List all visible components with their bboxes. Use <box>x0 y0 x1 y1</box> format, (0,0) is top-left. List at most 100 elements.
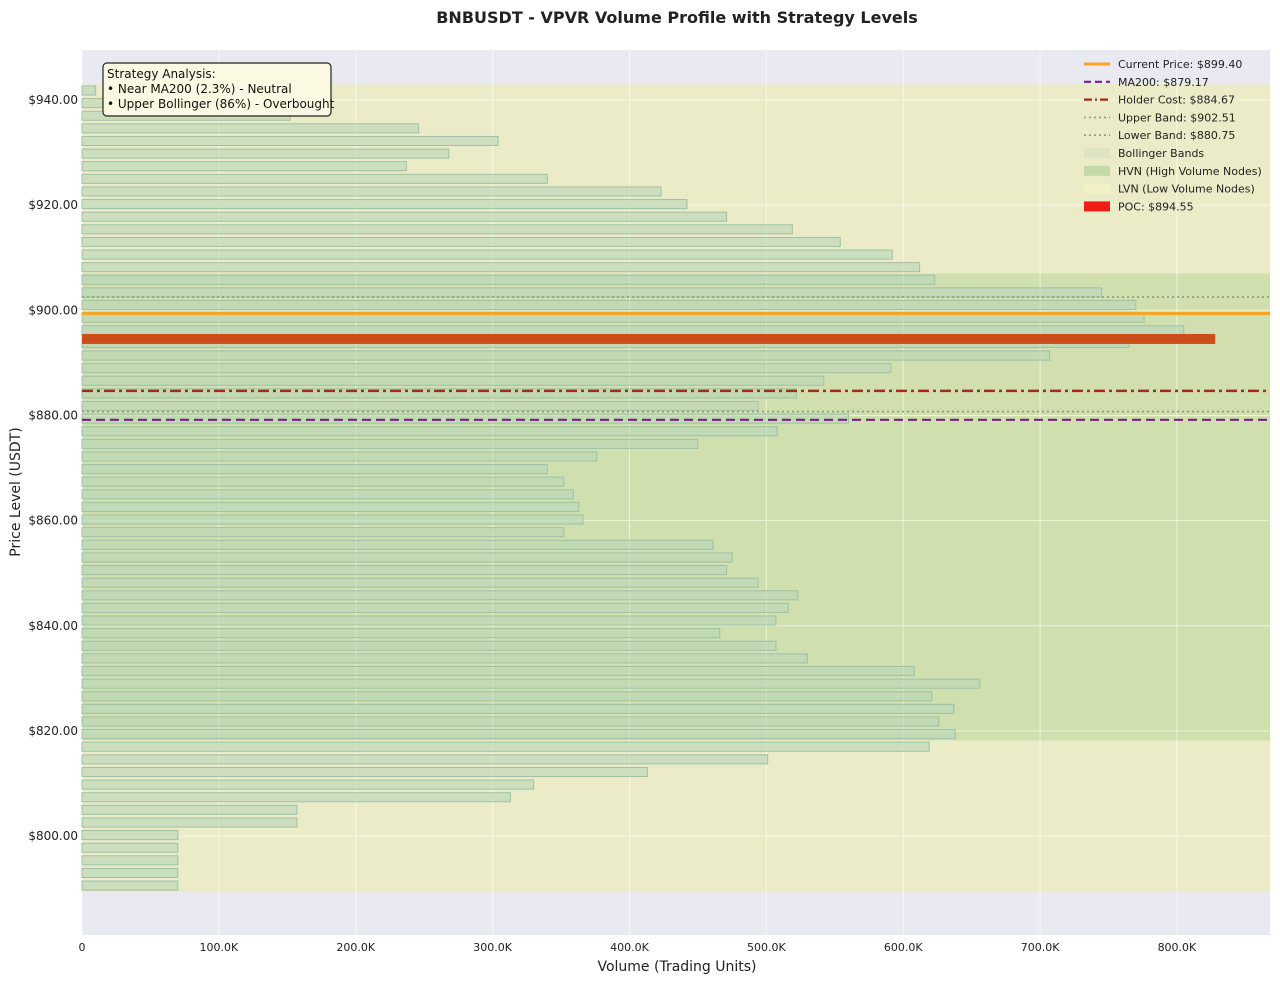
volume-bar <box>81 199 688 210</box>
x-tick-label: 0 <box>79 941 86 954</box>
volume-bar <box>81 792 511 803</box>
volume-bar <box>81 880 179 891</box>
volume-bar <box>81 426 778 437</box>
y-axis-ticks: $800.00 $820.00 $840.00 $860.00 $880.00 $900.… <box>28 93 78 843</box>
volume-bar <box>81 363 892 374</box>
volume-bar <box>81 173 548 184</box>
legend-label: Current Price: $899.40 <box>1118 58 1242 71</box>
volume-bar <box>81 299 1137 311</box>
y-tick-label: $920.00 <box>28 198 78 212</box>
y-tick-label: $800.00 <box>28 829 78 843</box>
volume-bar <box>81 741 930 752</box>
volume-bar <box>81 804 298 815</box>
annotation-line-3: • Upper Bollinger (86%) - Overbought <box>107 97 335 111</box>
volume-bar <box>81 489 574 500</box>
volume-bar <box>81 236 841 247</box>
volume-bar <box>81 665 915 677</box>
legend-label: MA200: $879.17 <box>1118 76 1209 89</box>
legend-label: Lower Band: $880.75 <box>1118 129 1235 142</box>
legend-swatch <box>1084 148 1110 158</box>
volume-bar <box>81 123 420 134</box>
x-axis-ticks: 0 100.0K 200.0K 300.0K 400.0K 500.0K 600.0K 700… <box>79 941 1198 954</box>
volume-bar <box>81 867 179 878</box>
volume-bar <box>81 830 179 841</box>
legend-swatch <box>1084 201 1110 212</box>
x-tick-label: 300.0K <box>473 941 512 954</box>
y-tick-label: $940.00 <box>28 93 78 107</box>
volume-bar <box>81 691 933 702</box>
x-tick-label: 500.0K <box>747 941 786 954</box>
chart-title: BNBUSDT - VPVR Volume Profile with Strat… <box>436 8 918 27</box>
legend-label: Upper Band: $902.51 <box>1118 111 1236 124</box>
volume-bar <box>81 85 97 96</box>
y-tick-label: $900.00 <box>28 303 78 317</box>
volume-bar <box>81 476 565 487</box>
volume-bar <box>81 501 580 513</box>
strategy-levels <box>82 296 1270 421</box>
legend-label: POC: $894.55 <box>1118 200 1194 213</box>
x-tick-label: 600.0K <box>884 941 923 954</box>
y-tick-label: $860.00 <box>28 514 78 528</box>
volume-bar <box>81 464 548 475</box>
y-tick-label: $840.00 <box>28 619 78 633</box>
poc-bar <box>82 333 1216 344</box>
volume-bar <box>81 161 407 172</box>
volume-bar <box>81 514 584 525</box>
volume-bar <box>81 451 598 462</box>
x-tick-label: 800.0K <box>1158 941 1197 954</box>
volume-bar <box>81 640 777 651</box>
volume-bar <box>81 779 535 790</box>
volume-bar <box>81 262 921 273</box>
volume-bar <box>81 388 797 399</box>
x-tick-label: 700.0K <box>1021 941 1060 954</box>
volume-bar <box>81 602 789 613</box>
legend-label: HVN (High Volume Nodes) <box>1118 165 1262 178</box>
volume-bar <box>81 274 936 285</box>
legend-label: LVN (Low Volume Nodes) <box>1118 183 1255 196</box>
volume-bar <box>81 855 179 866</box>
volume-bar <box>81 413 849 424</box>
x-tick-label: 100.0K <box>200 941 239 954</box>
volume-bar <box>81 577 759 588</box>
legend-swatch <box>1084 183 1110 194</box>
volume-bar <box>81 211 728 222</box>
volume-bar <box>81 249 893 260</box>
volume-bar <box>81 287 1103 298</box>
volume-bar <box>81 653 808 664</box>
volume-bar <box>81 527 565 538</box>
legend-swatch <box>1084 165 1110 176</box>
y-axis-label: Price Level (USDT) <box>8 427 24 556</box>
volume-bar <box>81 615 777 626</box>
volume-bar <box>81 135 499 147</box>
volume-bar <box>81 400 759 412</box>
volume-bar <box>81 325 1185 336</box>
legend-label: Holder Cost: $884.67 <box>1118 94 1235 107</box>
volume-bar <box>81 628 721 639</box>
legend-label: Bollinger Bands <box>1118 147 1204 160</box>
legend: Current Price: $899.40 MA200: $879.17 Hold… <box>1084 58 1262 213</box>
volume-bar <box>81 438 699 449</box>
y-tick-label: $820.00 <box>28 724 78 738</box>
volume-bar <box>81 590 799 601</box>
volume-bar <box>81 552 733 563</box>
volume-bar <box>81 766 648 778</box>
volume-bar <box>81 148 450 159</box>
volume-bar <box>81 703 955 714</box>
annotation-line-2: • Near MA200 (2.3%) - Neutral <box>107 82 292 96</box>
volume-bar <box>81 224 793 235</box>
volume-bar <box>81 817 298 828</box>
volume-bar <box>81 678 981 689</box>
strategy-annotation: Strategy Analysis: • Near MA200 (2.3%) -… <box>102 62 335 117</box>
x-axis-label: Volume (Trading Units) <box>597 959 756 975</box>
annotation-line-1: Strategy Analysis: <box>107 67 216 81</box>
volume-bar <box>81 842 179 853</box>
annotation-box <box>102 62 332 117</box>
volume-bar <box>81 729 956 740</box>
volume-bar <box>81 754 769 765</box>
volume-bar <box>81 565 728 576</box>
volume-bar <box>81 375 825 386</box>
volume-bar <box>81 539 714 550</box>
volume-bar <box>81 716 940 727</box>
y-tick-label: $880.00 <box>28 408 78 422</box>
